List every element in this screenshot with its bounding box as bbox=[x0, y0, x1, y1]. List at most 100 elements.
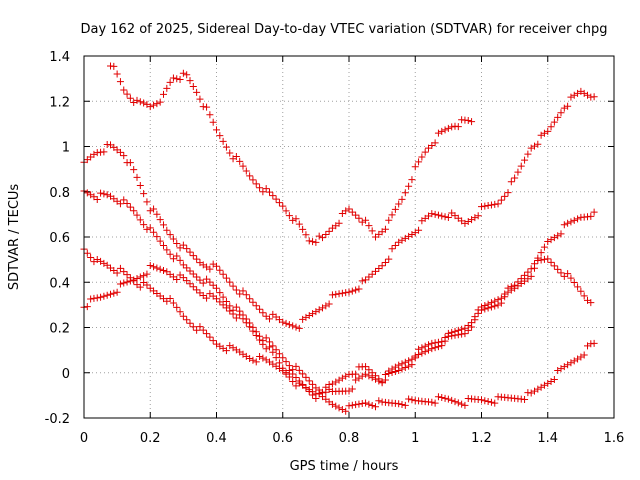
data-point bbox=[219, 301, 227, 309]
data-point bbox=[504, 284, 512, 292]
data-point bbox=[335, 404, 343, 412]
data-point bbox=[262, 185, 270, 193]
data-point bbox=[338, 289, 346, 297]
data-point bbox=[554, 113, 562, 121]
data-point bbox=[365, 400, 373, 408]
data-point bbox=[497, 294, 505, 302]
data-point bbox=[448, 396, 456, 404]
data-point bbox=[107, 290, 114, 298]
data-point bbox=[209, 118, 217, 126]
data-point bbox=[176, 76, 184, 84]
data-point bbox=[153, 264, 161, 272]
data-point bbox=[289, 377, 297, 385]
data-point bbox=[557, 109, 565, 117]
data-point bbox=[272, 195, 280, 203]
data-point bbox=[259, 354, 267, 362]
data-point bbox=[279, 354, 287, 362]
data-point bbox=[375, 375, 383, 383]
series-s5 bbox=[80, 255, 595, 398]
data-point bbox=[203, 275, 211, 283]
data-point bbox=[554, 265, 562, 273]
data-point bbox=[418, 153, 426, 161]
data-point bbox=[229, 282, 237, 290]
y-tick-label: 0.8 bbox=[49, 186, 70, 201]
data-point bbox=[90, 150, 98, 158]
data-point bbox=[342, 207, 350, 215]
data-point bbox=[186, 77, 194, 85]
data-point bbox=[319, 234, 326, 242]
data-point bbox=[540, 255, 548, 263]
data-point bbox=[199, 279, 207, 287]
data-point bbox=[213, 262, 220, 270]
data-point bbox=[116, 200, 124, 208]
data-point bbox=[97, 189, 105, 197]
data-point bbox=[425, 341, 432, 349]
data-point bbox=[550, 376, 558, 384]
data-points bbox=[80, 62, 598, 415]
data-point bbox=[444, 329, 452, 337]
data-point bbox=[103, 291, 111, 299]
data-point bbox=[352, 401, 360, 409]
data-point bbox=[507, 178, 515, 186]
y-axis-label: SDTVAR / TECUs bbox=[7, 184, 22, 291]
data-point bbox=[285, 373, 293, 381]
data-point bbox=[352, 370, 360, 378]
data-point bbox=[550, 262, 558, 270]
data-point bbox=[116, 148, 124, 156]
data-point bbox=[183, 277, 191, 285]
data-point bbox=[123, 271, 131, 279]
data-point bbox=[368, 401, 376, 409]
data-point bbox=[474, 212, 482, 220]
data-point bbox=[126, 94, 134, 102]
data-point bbox=[487, 201, 495, 209]
data-point bbox=[544, 127, 552, 135]
data-point bbox=[186, 319, 194, 327]
data-point bbox=[531, 264, 538, 272]
data-point bbox=[183, 71, 191, 79]
data-point bbox=[242, 291, 250, 299]
x-tick-label: 1.4 bbox=[537, 431, 558, 446]
data-point bbox=[507, 283, 515, 291]
data-point bbox=[338, 406, 346, 414]
data-point bbox=[213, 284, 220, 292]
data-point bbox=[97, 293, 105, 301]
x-axis-label: GPS time / hours bbox=[290, 459, 399, 474]
data-point bbox=[428, 398, 436, 406]
data-point bbox=[176, 256, 184, 264]
data-point bbox=[534, 257, 542, 265]
data-point bbox=[434, 338, 442, 346]
data-point bbox=[169, 299, 177, 307]
data-point bbox=[246, 323, 254, 331]
y-tick-label: 1.4 bbox=[49, 50, 70, 65]
data-point bbox=[587, 212, 595, 220]
data-point bbox=[126, 203, 134, 211]
data-point bbox=[332, 402, 340, 410]
data-point bbox=[206, 265, 214, 273]
y-tick-label: 0 bbox=[62, 367, 70, 382]
x-tick-label: 0.6 bbox=[272, 431, 293, 446]
data-point bbox=[133, 275, 141, 283]
data-point bbox=[405, 357, 413, 365]
data-point bbox=[282, 319, 290, 327]
data-point bbox=[285, 212, 293, 220]
data-point bbox=[209, 281, 217, 289]
data-point bbox=[146, 103, 154, 111]
data-point bbox=[206, 111, 214, 119]
data-point bbox=[196, 323, 204, 331]
data-point bbox=[491, 200, 499, 208]
data-point bbox=[544, 255, 552, 263]
y-tick-label: 0.2 bbox=[49, 322, 70, 337]
data-point bbox=[557, 230, 565, 238]
data-point bbox=[219, 137, 227, 145]
data-point bbox=[319, 389, 326, 397]
data-point bbox=[179, 69, 187, 77]
data-point bbox=[381, 376, 389, 384]
data-point bbox=[259, 340, 267, 348]
data-point bbox=[252, 332, 260, 340]
data-point bbox=[514, 278, 522, 286]
data-point bbox=[289, 370, 297, 378]
data-point bbox=[564, 102, 572, 110]
data-point bbox=[256, 352, 264, 360]
data-point bbox=[395, 200, 403, 208]
